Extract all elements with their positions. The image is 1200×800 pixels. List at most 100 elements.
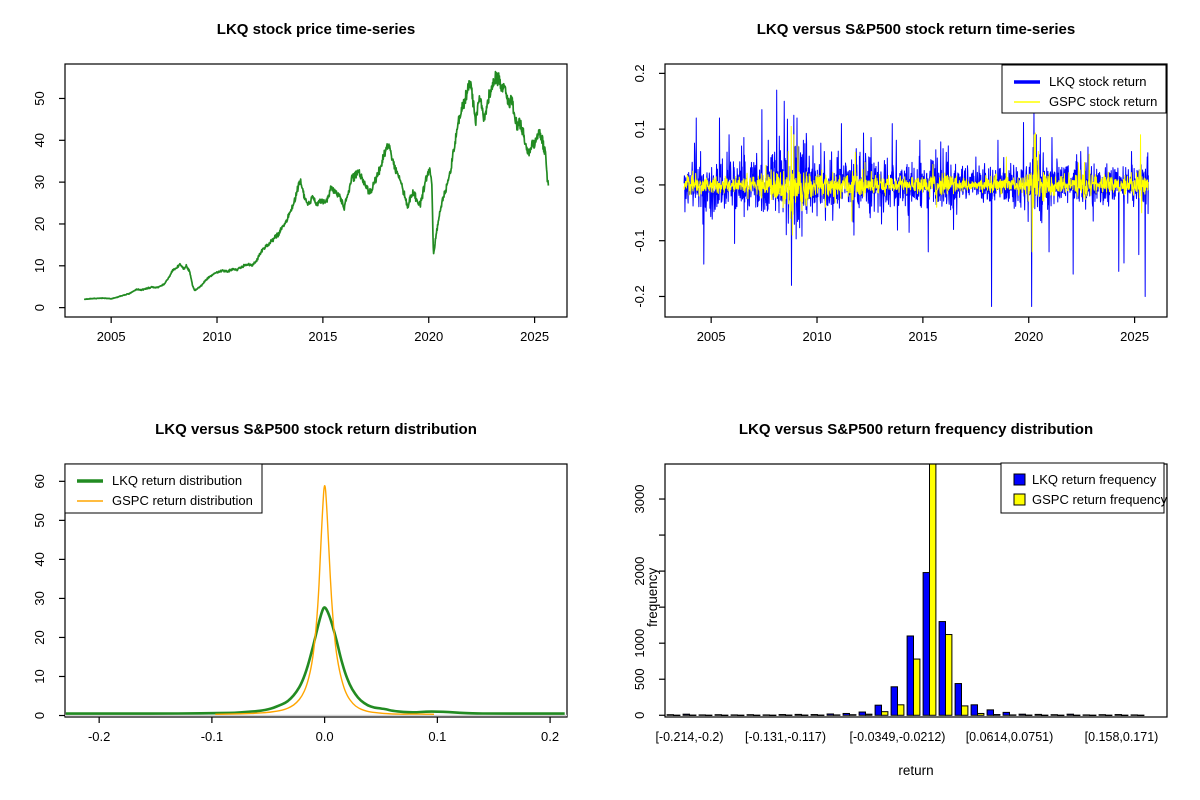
bar xyxy=(961,705,969,716)
y-axis-label-frequency: frequency xyxy=(645,567,660,627)
panel-price-timeseries: 2005 2010 2015 2020 2025 0 10 20 30 40 50 xyxy=(0,0,600,400)
return-frequency-svg: 0 500 1000 2000 3000 [-0.214,-0.2) [-0.131,-0.… xyxy=(632,462,1168,744)
bar xyxy=(810,714,819,716)
bar xyxy=(874,704,883,716)
x-axis-label-return: return xyxy=(898,763,934,778)
bar xyxy=(1002,711,1011,716)
return-series xyxy=(683,89,1149,308)
y-tick-label: 0 xyxy=(32,304,47,311)
bar xyxy=(1018,713,1027,716)
bin-label: [-0.0349,-0.0212) xyxy=(850,730,946,744)
y-tick-label: -0.2 xyxy=(632,285,647,307)
bar xyxy=(890,686,899,716)
legend-label: LKQ return distribution xyxy=(112,473,242,488)
legend-swatch xyxy=(1013,473,1026,486)
chart-title-returns: LKQ versus S&P500 stock return time-seri… xyxy=(756,21,1076,38)
plot-box xyxy=(664,463,1168,718)
legend-box xyxy=(64,463,263,514)
y-tick-label: 10 xyxy=(32,259,47,273)
legend-label: GSPC stock return xyxy=(1049,94,1157,109)
bar xyxy=(906,635,915,716)
x-tick-label: 2010 xyxy=(203,329,232,344)
bin-label: [-0.131,-0.117) xyxy=(745,730,826,744)
panel-return-frequency: 0 500 1000 2000 3000 [-0.214,-0.2) [-0.131,-0.… xyxy=(600,400,1200,800)
bar xyxy=(977,712,985,716)
y-tick-label: 10 xyxy=(32,669,47,683)
plot-box xyxy=(64,463,568,718)
bar xyxy=(1098,714,1107,716)
x-tick-label: 2010 xyxy=(803,329,832,344)
x-tick-label: 2005 xyxy=(97,329,126,344)
y-tick-label: 500 xyxy=(632,668,647,690)
x-tick-label: 0.2 xyxy=(541,729,559,744)
bar xyxy=(929,464,937,716)
bar xyxy=(1034,713,1043,716)
x-tick-label: 2020 xyxy=(414,329,443,344)
bar xyxy=(954,683,963,716)
bin-label: [-0.214,-0.2) xyxy=(655,730,723,744)
chart-title-price: LKQ stock price time-series xyxy=(216,21,416,38)
legend-box xyxy=(1000,462,1165,514)
y-tick-label: 20 xyxy=(32,630,47,644)
panel-return-timeseries: 2005 2010 2015 2020 2025 -0.2 -0.1 0.0 0.1 0.2 LKQ… xyxy=(600,0,1200,400)
bar xyxy=(865,713,873,716)
chart-title-frequency: LKQ versus S&P500 return frequency distr… xyxy=(738,421,1094,438)
bar xyxy=(714,714,722,716)
chart-title-distribution: LKQ versus S&P500 stock return distribut… xyxy=(155,421,477,438)
price-timeseries-svg: 2005 2010 2015 2020 2025 0 10 20 30 40 50 xyxy=(32,63,568,344)
bar xyxy=(1050,714,1059,716)
panel-return-distribution: -0.2 -0.1 0.0 0.1 0.2 0 10 20 30 40 50 60 LKQ return… xyxy=(0,400,600,800)
bar xyxy=(993,714,1001,716)
y-tick-label: 1000 xyxy=(632,629,647,658)
bar xyxy=(826,713,835,716)
legend-box xyxy=(1001,64,1167,114)
bar xyxy=(858,711,867,716)
bar xyxy=(970,704,979,716)
y-tick-label: 0.1 xyxy=(632,120,647,138)
y-tick-label: 2000 xyxy=(632,557,647,586)
bar xyxy=(794,713,803,716)
bar xyxy=(986,709,995,716)
density-curve xyxy=(215,485,435,715)
y-tick-label: 0.0 xyxy=(632,176,647,194)
x-tick-label: 2025 xyxy=(1120,329,1149,344)
y-tick-label: 0 xyxy=(632,712,647,719)
plot-box xyxy=(64,63,568,318)
y-tick-label: 3000 xyxy=(632,485,647,514)
bar xyxy=(881,711,889,716)
bin-label: [0.158,0.171) xyxy=(1085,730,1159,744)
x-tick-label: 0.1 xyxy=(428,729,446,744)
x-tick-label: 0.0 xyxy=(316,729,334,744)
x-tick-label: 2025 xyxy=(520,329,549,344)
y-tick-label: 50 xyxy=(32,513,47,527)
y-tick-label: 20 xyxy=(32,217,47,231)
legend-swatch xyxy=(1013,493,1026,506)
bar xyxy=(746,714,755,716)
plot-box xyxy=(664,63,1168,318)
bar xyxy=(945,634,953,716)
bar xyxy=(1066,713,1075,716)
x-tick-label: -0.1 xyxy=(201,729,223,744)
y-tick-label: 0.2 xyxy=(632,64,647,82)
bin-label: [0.0614,0.0751) xyxy=(966,730,1054,744)
y-tick-label: 0 xyxy=(32,712,47,719)
y-tick-label: -0.1 xyxy=(632,229,647,251)
bar xyxy=(897,704,905,716)
bar xyxy=(938,621,947,716)
y-tick-label: 30 xyxy=(32,175,47,189)
y-tick-label: 40 xyxy=(32,133,47,147)
bar xyxy=(666,714,674,716)
legend-label: LKQ stock return xyxy=(1049,74,1147,89)
legend-label: GSPC return distribution xyxy=(112,493,253,508)
return-timeseries-svg: 2005 2010 2015 2020 2025 -0.2 -0.1 0.0 0.1 0.2 LKQ… xyxy=(632,63,1168,344)
bar xyxy=(922,572,931,716)
density-curve xyxy=(65,606,565,715)
price-line xyxy=(83,70,550,301)
y-tick-label: 50 xyxy=(32,91,47,105)
legend-label: GSPC return frequency xyxy=(1032,492,1168,507)
y-tick-label: 30 xyxy=(32,591,47,605)
bar xyxy=(913,658,921,716)
bar xyxy=(1114,714,1122,716)
bar xyxy=(778,714,787,716)
